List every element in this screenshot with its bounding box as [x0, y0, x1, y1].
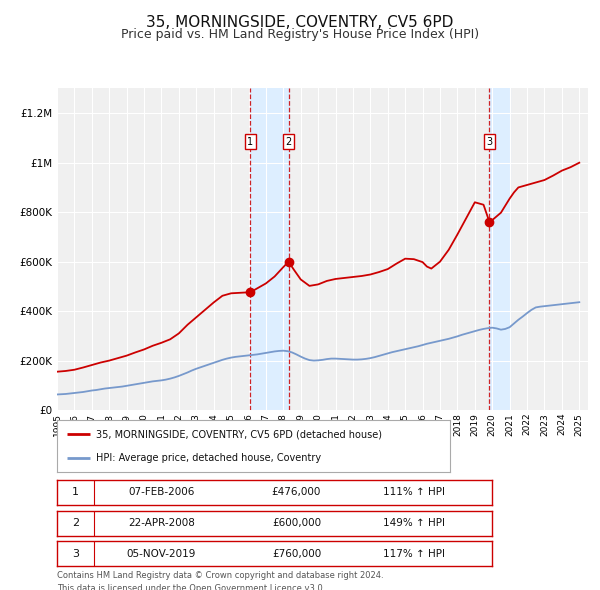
Text: 2: 2: [72, 518, 79, 528]
Text: Price paid vs. HM Land Registry's House Price Index (HPI): Price paid vs. HM Land Registry's House …: [121, 28, 479, 41]
Text: £476,000: £476,000: [272, 487, 321, 497]
Text: Contains HM Land Registry data © Crown copyright and database right 2024.: Contains HM Land Registry data © Crown c…: [57, 571, 383, 580]
Bar: [490, 88, 509, 410]
Text: £760,000: £760,000: [272, 549, 321, 559]
Text: 111% ↑ HPI: 111% ↑ HPI: [383, 487, 445, 497]
Text: 22-APR-2008: 22-APR-2008: [128, 518, 195, 528]
Text: 3: 3: [487, 136, 493, 146]
Bar: [250, 88, 289, 410]
Text: 07-FEB-2006: 07-FEB-2006: [128, 487, 194, 497]
Text: 35, MORNINGSIDE, COVENTRY, CV5 6PD: 35, MORNINGSIDE, COVENTRY, CV5 6PD: [146, 15, 454, 30]
Text: 149% ↑ HPI: 149% ↑ HPI: [383, 518, 445, 528]
Text: This data is licensed under the Open Government Licence v3.0.: This data is licensed under the Open Gov…: [57, 584, 325, 590]
Text: 1: 1: [247, 136, 253, 146]
Text: 117% ↑ HPI: 117% ↑ HPI: [383, 549, 445, 559]
Text: 35, MORNINGSIDE, COVENTRY, CV5 6PD (detached house): 35, MORNINGSIDE, COVENTRY, CV5 6PD (deta…: [96, 429, 382, 439]
Text: 05-NOV-2019: 05-NOV-2019: [127, 549, 196, 559]
Text: £600,000: £600,000: [272, 518, 321, 528]
Text: 1: 1: [72, 487, 79, 497]
Text: 3: 3: [72, 549, 79, 559]
Text: HPI: Average price, detached house, Coventry: HPI: Average price, detached house, Cove…: [96, 453, 322, 463]
Text: 2: 2: [286, 136, 292, 146]
